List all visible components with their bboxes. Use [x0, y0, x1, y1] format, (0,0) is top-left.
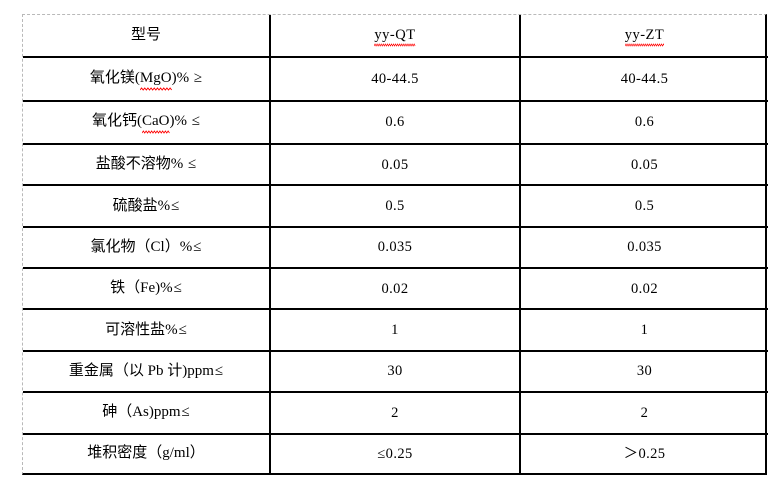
- value-qt: ≤0.25: [270, 433, 521, 473]
- value-zt: ＞0.25: [623, 445, 666, 462]
- value-zt: 0.035: [520, 226, 768, 270]
- label-suffix: )%: [169, 113, 188, 130]
- row-label-calcium-oxide: 氧化钙(CaO)% ≤: [23, 100, 271, 145]
- model-name-qt-text: yy-QT: [374, 26, 416, 43]
- table-row: 盐酸不溶物% ≤ 0.05 0.05: [23, 143, 768, 187]
- specification-table: 型号 yy-QT yy-ZT: [23, 15, 768, 473]
- value-zt: 1: [520, 309, 768, 352]
- spellcheck-squiggle-icon: [139, 86, 172, 91]
- label-prefix: 氧化钙(: [92, 113, 142, 130]
- label-prefix: 氧化镁(: [89, 69, 140, 86]
- header-cell-qt: yy-QT: [270, 15, 521, 59]
- comparison-operator: ≤: [178, 321, 187, 338]
- table-row: 铁（Fe)%≤ 0.02 0.02: [23, 268, 768, 311]
- table-row: 重金属（以 Pb 计)ppm≤ 30 30: [23, 350, 768, 394]
- row-label-sulfate: 硫酸盐%≤: [23, 185, 271, 228]
- comparison-operator: ≤: [173, 280, 182, 297]
- value-zt: 2: [520, 392, 768, 435]
- chemical-formula-cao: CaO: [142, 112, 170, 134]
- value-qt: 0.035: [270, 226, 521, 270]
- row-label-magnesium-oxide: 氧化镁(MgO)% ≥: [23, 57, 271, 102]
- value-qt: 0.5: [270, 185, 521, 228]
- label-prefix: 氯化物（Cl）%: [90, 238, 193, 255]
- comparison-operator: ≤: [181, 404, 190, 421]
- value-zt: 0.5: [520, 185, 768, 228]
- row-label-heavy-metals: 重金属（以 Pb 计)ppm≤: [23, 350, 271, 394]
- table-row: 氯化物（Cl）%≤ 0.035 0.035: [23, 226, 768, 270]
- table-row: 氧化镁(MgO)% ≥ 40-44.5 40-44.5: [23, 57, 768, 102]
- table-header-row: 型号 yy-QT yy-ZT: [23, 15, 768, 59]
- value-zt: 40-44.5: [520, 57, 768, 102]
- value-zt: 0.05: [520, 143, 768, 187]
- header-cell-model: 型号: [23, 15, 271, 59]
- row-label-chloride: 氯化物（Cl）%≤: [23, 226, 271, 270]
- comparison-operator: ≤: [214, 363, 224, 380]
- model-name-qt: yy-QT: [374, 26, 416, 47]
- spellcheck-squiggle-icon: [374, 42, 416, 47]
- value-zt: 0.6: [520, 100, 768, 145]
- label-prefix: 重金属（以 Pb 计)ppm: [68, 363, 214, 380]
- header-label-model: 型号: [130, 27, 161, 44]
- comparison-operator: ≤: [191, 113, 200, 130]
- model-name-zt-text: yy-ZT: [624, 26, 665, 43]
- row-label-arsenic: 砷（As)ppm≤: [23, 392, 271, 435]
- spec-table-container: 型号 yy-QT yy-ZT: [22, 14, 768, 475]
- label-prefix: 砷（As)ppm: [102, 404, 181, 421]
- value-zt: 30: [520, 350, 768, 394]
- table-row: 硫酸盐%≤ 0.5 0.5: [23, 185, 768, 228]
- value-zt: 0.02: [520, 268, 768, 311]
- chemical-formula-mgo: MgO: [139, 69, 172, 91]
- label-prefix: 盐酸不溶物%: [95, 156, 184, 173]
- table-row: 堆积密度（g/ml） ≤0.25 ＞0.25: [23, 433, 768, 473]
- value-qt: 0.05: [270, 143, 521, 187]
- value-qt: 30: [270, 350, 521, 394]
- label-suffix: )%: [171, 69, 190, 86]
- chemical-formula-text: CaO: [142, 113, 170, 130]
- row-label-bulk-density: 堆积密度（g/ml）: [23, 433, 271, 473]
- row-label-soluble-salt: 可溶性盐%≤: [23, 309, 271, 352]
- chemical-formula-text: MgO: [139, 69, 172, 86]
- model-name-zt: yy-ZT: [624, 26, 665, 47]
- label-prefix: 铁（Fe)%: [110, 280, 173, 297]
- comparison-operator: ≥: [193, 69, 203, 86]
- comparison-operator: ≤: [188, 156, 197, 173]
- table-row: 氧化钙(CaO)% ≤ 0.6 0.6: [23, 100, 768, 145]
- row-label-hcl-insoluble: 盐酸不溶物% ≤: [23, 143, 271, 187]
- table-row: 可溶性盐%≤ 1 1: [23, 309, 768, 352]
- label-prefix: 可溶性盐%: [105, 321, 178, 338]
- spellcheck-squiggle-icon: [142, 130, 170, 134]
- row-label-iron: 铁（Fe)%≤: [23, 268, 271, 311]
- comparison-operator: ≤: [193, 238, 202, 255]
- value-qt: 1: [270, 309, 521, 352]
- comparison-operator: ≤: [171, 197, 180, 214]
- header-cell-zt: yy-ZT: [520, 15, 768, 59]
- label-prefix: 堆积密度（g/ml）: [87, 445, 205, 462]
- table-row: 砷（As)ppm≤ 2 2: [23, 392, 768, 435]
- spellcheck-squiggle-icon: [624, 42, 665, 47]
- value-qt: 0.02: [270, 268, 521, 311]
- value-qt: 0.6: [270, 100, 521, 145]
- label-prefix: 硫酸盐%: [112, 197, 171, 214]
- value-qt: 2: [270, 392, 521, 435]
- value-qt: 40-44.5: [270, 57, 521, 102]
